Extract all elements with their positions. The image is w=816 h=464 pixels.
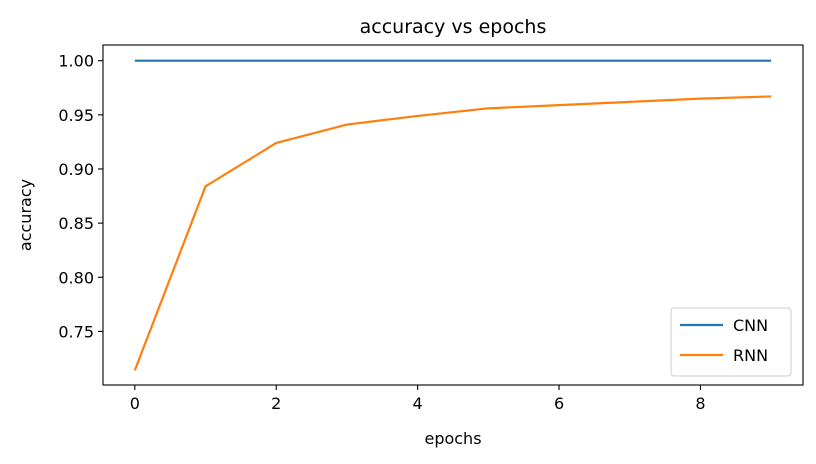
legend: CNN RNN: [670, 307, 792, 377]
chart-title: accuracy vs epochs: [360, 16, 547, 38]
x-tick-label: 4: [413, 394, 423, 413]
y-tick-label: 0.80: [58, 268, 94, 287]
legend-label: RNN: [733, 346, 768, 365]
legend-box: [670, 307, 792, 377]
x-tick-label: 2: [271, 394, 281, 413]
plot-area: 0 2 4 6 8 0.75 0.80 0.85 0.90 0.95 1.00: [58, 44, 804, 413]
legend-label: CNN: [733, 316, 768, 335]
legend-item-cnn: CNN: [680, 316, 768, 335]
x-tick-label: 0: [130, 394, 140, 413]
y-axis-label: accuracy: [16, 179, 35, 251]
y-tick-label: 0.75: [58, 322, 94, 341]
x-axis-label: epochs: [424, 429, 481, 448]
series-group: [133, 59, 772, 371]
y-tick-label: 1.00: [58, 52, 94, 71]
x-axis-ticks: 0 2 4 6 8: [130, 385, 706, 413]
plot-frame: [102, 44, 804, 386]
y-tick-label: 0.85: [58, 214, 94, 233]
x-tick-label: 6: [554, 394, 564, 413]
series-line-rnn: [133, 95, 772, 371]
y-axis-ticks: 0.75 0.80 0.85 0.90 0.95 1.00: [58, 52, 103, 341]
legend-item-rnn: RNN: [680, 346, 768, 365]
x-tick-label: 8: [695, 394, 705, 413]
y-tick-label: 0.95: [58, 106, 94, 125]
y-tick-label: 0.90: [58, 160, 94, 179]
